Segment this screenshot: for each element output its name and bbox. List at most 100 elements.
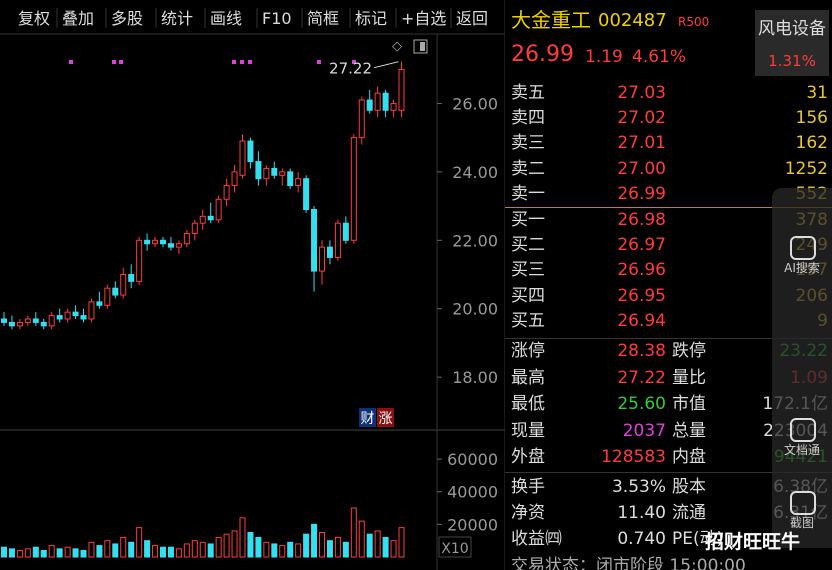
toolbar-button[interactable]: +自选: [401, 9, 446, 28]
toolbar-button[interactable]: 多股: [111, 9, 143, 28]
toolbar-button[interactable]: 简框: [307, 9, 339, 28]
marker: 财: [361, 411, 375, 427]
volume-bar: [120, 536, 127, 558]
volume-bar: [231, 530, 238, 558]
book-price: 27.01: [617, 133, 666, 154]
candle-body: [56, 315, 63, 320]
toolbar-button[interactable]: F10: [262, 9, 292, 28]
candle-body: [342, 222, 349, 241]
candle-body: [144, 239, 151, 245]
volume-bar: [350, 507, 357, 558]
toolbar-button[interactable]: 叠加: [62, 9, 94, 28]
toolbar-button[interactable]: 标记: [355, 9, 387, 28]
volume-bar: [112, 543, 119, 558]
finance-label: 收益㈣: [511, 529, 562, 549]
volume-bar: [382, 536, 389, 558]
toolbar-button[interactable]: 统计: [161, 9, 193, 28]
trade-status: 交易状态：闭市阶段 15:00:00: [511, 556, 746, 570]
candle-body: [183, 232, 190, 245]
sidebar[interactable]: [772, 188, 832, 548]
stat-label: 最高: [511, 367, 545, 388]
volume-bar: [191, 540, 198, 558]
candle-body: [175, 243, 182, 248]
sidebar-icon: [790, 491, 816, 515]
candle-body: [366, 99, 373, 111]
book-label: 买二: [511, 235, 545, 256]
stat-value: 27.22: [617, 367, 666, 388]
sidebar-label[interactable]: 文档通: [783, 443, 820, 457]
volume-bar: [56, 548, 63, 558]
candle-body: [303, 178, 310, 211]
volume-bar: [144, 540, 151, 558]
book-label: 卖五: [511, 83, 545, 103]
scale-button: [438, 536, 472, 558]
stat-label: 外盘: [511, 447, 545, 467]
volume-bar: [390, 540, 397, 558]
volume-bar: [358, 520, 365, 558]
marker-box: [377, 408, 394, 427]
stat-label: 跌停: [672, 341, 706, 361]
sector-box: [755, 10, 829, 76]
sidebar-label[interactable]: AI搜索: [784, 261, 820, 275]
book-volume: 31: [806, 83, 828, 103]
finance-label: PE(动): [672, 529, 724, 549]
badge: R500: [678, 15, 710, 29]
volume-bar: [287, 541, 294, 558]
volume-bar: [207, 543, 214, 558]
candle-body: [8, 321, 15, 327]
volume-bar: [96, 545, 103, 558]
candle-body: [112, 287, 119, 296]
book-label: 买四: [511, 285, 545, 306]
volume-bar: [104, 540, 111, 558]
candle-body: [374, 92, 381, 111]
watermark: 招财旺旺牛: [705, 531, 801, 553]
volume-bar: [334, 536, 341, 558]
book-price: 26.97: [617, 235, 666, 256]
volume-bar: [326, 540, 333, 558]
stat-label: 现量: [511, 420, 545, 441]
stat-label: 市值: [672, 394, 706, 414]
finance-value: 3.53%: [611, 477, 666, 497]
candle-body: [96, 301, 103, 306]
candle-body: [1, 318, 7, 323]
volume-bar: [271, 543, 278, 558]
candle-body: [160, 239, 166, 245]
candle-body: [215, 198, 222, 221]
candle-body: [358, 99, 365, 139]
candle-body: [48, 315, 55, 327]
book-price: 26.99: [617, 183, 666, 204]
volume-tick-label: 20000: [447, 515, 498, 534]
volume-bar: [88, 541, 95, 558]
candle-body: [88, 301, 95, 320]
svg-text:◇: ◇: [392, 39, 402, 54]
stat-label: 最低: [511, 394, 545, 414]
volume-bar: [215, 536, 222, 558]
volume-bar: [152, 545, 159, 558]
book-price: 26.95: [617, 285, 666, 306]
volume-bar: [136, 527, 143, 558]
candle-body: [64, 311, 71, 320]
candle-body: [311, 209, 318, 272]
stat-label: 总量: [672, 420, 706, 441]
volume-bar: [72, 548, 79, 558]
candle-body: [334, 222, 341, 258]
candle-body: [390, 102, 397, 111]
toolbar-button[interactable]: 返回: [456, 9, 488, 28]
volume-bar: [255, 536, 262, 558]
stat-label: 内盘: [672, 447, 706, 467]
book-price: 26.94: [617, 310, 666, 331]
volume-bar: [1, 546, 7, 558]
book-price: 27.03: [617, 83, 666, 103]
sidebar-label[interactable]: 截图: [789, 516, 814, 530]
y-tick-label: 22.00: [452, 231, 498, 250]
finance-value: 0.740: [617, 529, 666, 549]
finance-value: 11.40: [617, 503, 666, 523]
volume-bar: [40, 549, 47, 558]
toolbar-button[interactable]: 画线: [210, 9, 242, 28]
book-label: 买三: [511, 260, 545, 281]
toolbar-button[interactable]: 复权: [18, 9, 50, 28]
candle-body: [207, 215, 214, 221]
volume-bar: [223, 533, 230, 558]
kline-chart: ◇ 复权 叠加 多股 统计 画线 F10 简框 标记 +自选 返回 18.00 20.00 22.00 2…: [0, 0, 505, 570]
volume-bar: [303, 533, 310, 558]
